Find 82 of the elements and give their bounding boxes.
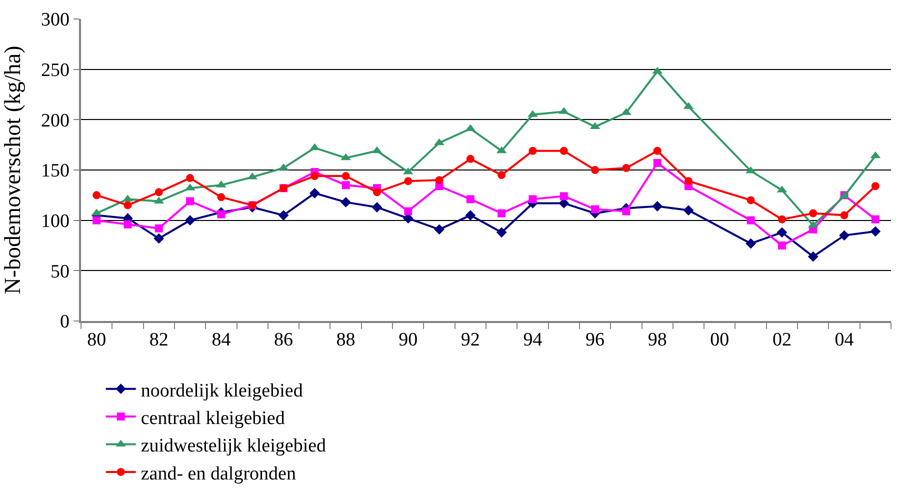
point — [496, 227, 507, 238]
point — [466, 195, 474, 204]
point — [683, 205, 694, 216]
point — [466, 154, 474, 163]
x-tick-label: 90 — [398, 330, 418, 351]
legend-label: centraal kleigebied — [140, 408, 286, 429]
point — [435, 176, 444, 184]
x-tick-label: 82 — [149, 330, 168, 351]
point — [839, 230, 850, 241]
point — [309, 188, 320, 198]
x-tick-label: 86 — [274, 330, 293, 351]
x-tick-label: 92 — [460, 330, 480, 351]
point — [871, 182, 880, 190]
point — [808, 251, 818, 262]
y-tick-label: 250 — [40, 60, 70, 81]
point — [184, 215, 196, 226]
point — [278, 210, 289, 220]
x-tick-label: 98 — [648, 330, 667, 351]
x-tick-label: 94 — [523, 330, 543, 351]
legend-label: zuidwestelijk kleigebied — [140, 436, 327, 457]
point — [591, 166, 600, 174]
point — [217, 193, 226, 202]
x-tick-label: 96 — [586, 330, 605, 351]
point — [560, 192, 568, 200]
point — [746, 238, 756, 249]
point — [840, 211, 848, 220]
point — [498, 209, 506, 218]
point — [154, 233, 164, 244]
y-tick-label: 100 — [40, 210, 70, 232]
point — [684, 177, 692, 186]
y-tick-label: 0 — [60, 312, 70, 333]
point — [92, 216, 101, 224]
point — [186, 174, 194, 182]
point — [404, 207, 412, 216]
point — [746, 196, 755, 204]
point — [778, 242, 786, 250]
y-tick-label: 50 — [50, 261, 70, 282]
point — [591, 205, 600, 214]
point — [434, 224, 444, 235]
y-axis-title: N-bodemoverschot (kg/ha) — [0, 46, 25, 294]
x-tick-label: 80 — [87, 330, 106, 351]
point — [809, 209, 818, 218]
point — [372, 202, 382, 212]
point — [871, 215, 880, 224]
point — [653, 146, 662, 155]
point — [622, 164, 630, 172]
point — [186, 197, 194, 206]
point — [124, 220, 132, 228]
point — [498, 171, 506, 180]
legend-label: zand- en dalgronden — [140, 463, 296, 484]
point — [404, 177, 412, 186]
point — [372, 188, 381, 196]
point — [92, 191, 101, 200]
point — [154, 188, 163, 196]
point — [217, 210, 226, 218]
y-tick-label: 150 — [40, 160, 70, 182]
point — [340, 197, 352, 208]
point — [653, 158, 662, 167]
point — [870, 226, 881, 237]
x-tick-label: 88 — [336, 330, 356, 351]
point — [652, 201, 663, 212]
point — [622, 207, 630, 216]
point — [778, 215, 786, 224]
point — [776, 227, 788, 238]
point — [528, 195, 537, 204]
point — [124, 201, 132, 210]
x-tick-label: 84 — [212, 330, 232, 351]
point — [465, 210, 476, 220]
x-tick-label: 04 — [834, 330, 854, 351]
point — [154, 224, 163, 232]
point — [342, 172, 350, 180]
y-tick-label: 300 — [40, 10, 70, 31]
point — [310, 172, 319, 180]
point — [528, 146, 537, 155]
point — [746, 216, 755, 224]
y-tick-label: 200 — [40, 110, 70, 132]
x-tick-label: 02 — [772, 330, 792, 351]
legend-label: noordelijk kleigebied — [140, 380, 304, 402]
point — [560, 146, 568, 155]
x-tick-label: 00 — [710, 330, 730, 351]
point — [434, 138, 444, 146]
point — [342, 181, 350, 190]
